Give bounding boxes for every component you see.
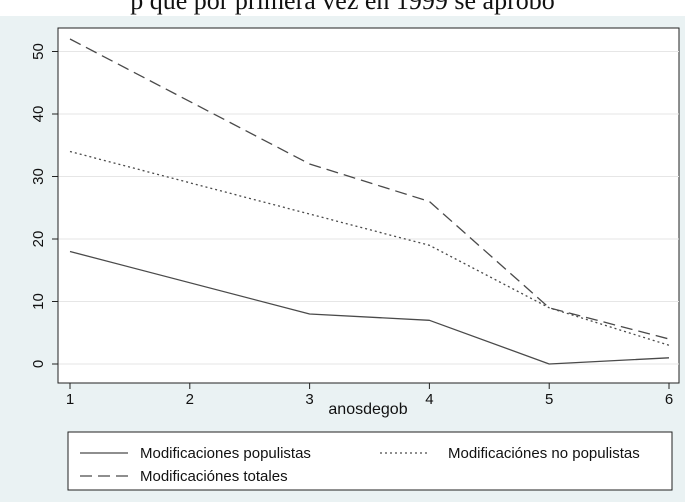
y-tick-label: 20 [30,231,47,248]
legend [67,431,673,491]
series-lines [69,38,670,365]
y-tick-label: 0 [30,360,47,368]
x-axis-title: anosdegob [328,401,407,418]
x-tick-label: 3 [305,391,313,408]
line-chart: 0 10 20 30 40 50 1 2 3 4 5 6 anosdegob Modificacio… [30,27,680,491]
chart-container: 0 10 20 30 40 50 1 2 3 4 5 6 anosdegob Modificacio… [0,16,685,502]
x-tick-label: 5 [545,391,553,408]
x-axis: 1 2 3 4 5 6 [58,382,679,408]
y-tick-label: 30 [30,168,47,185]
grid-lines [58,51,679,365]
series-line-3 [69,38,670,340]
y-tick-label: 50 [30,43,47,60]
x-tick-label: 6 [665,391,673,408]
page-caption: p que por primera vez en 1999 se aprobó [130,0,555,15]
legend-label-1: Modificaciones populistas [140,445,311,462]
y-axis: 0 10 20 30 40 50 [30,28,59,383]
legend-label-3: Modificaciónes totales [140,468,288,485]
plot-area [57,27,680,384]
y-tick-label: 40 [30,106,47,123]
x-tick-label: 2 [186,391,194,408]
series-line-1 [69,250,670,365]
legend-label-2: Modificaciónes no populistas [448,445,640,462]
x-tick-label: 1 [66,391,74,408]
y-tick-label: 10 [30,293,47,310]
x-tick-label: 4 [425,391,433,408]
series-line-2 [69,150,670,346]
legend-items: Modificaciones populistas Modificaciónes … [80,445,640,485]
